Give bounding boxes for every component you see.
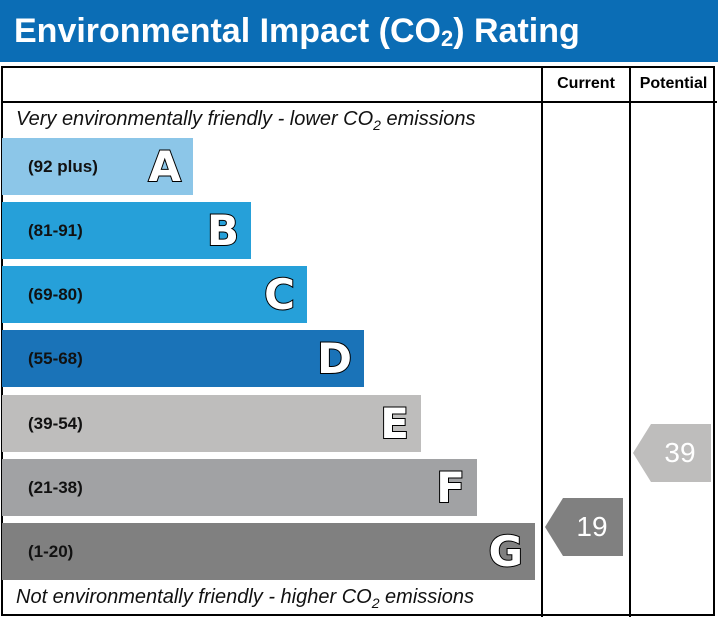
- band-range: (69-80): [28, 285, 83, 304]
- potential-rating-arrow: 39: [633, 424, 711, 482]
- top-note-text: Very environmentally friendly - lower CO: [16, 108, 374, 130]
- band-letter: E: [379, 398, 410, 449]
- title-text: Environmental Impact (CO: [14, 12, 441, 50]
- header-divider: [1, 101, 717, 103]
- band-d: (55-68) D: [2, 330, 364, 387]
- band-e: (39-54) E: [2, 395, 421, 452]
- band-f: (21-38) F: [2, 459, 477, 516]
- band-letter: G: [488, 526, 525, 577]
- band-letter: A: [147, 141, 181, 192]
- band-b: (81-91) B: [2, 202, 251, 259]
- band-letter: C: [263, 269, 296, 320]
- band-letter: B: [206, 205, 240, 256]
- band-c: (69-80) C: [2, 266, 307, 323]
- top-note-sub: 2: [373, 117, 381, 133]
- top-note-end: emissions: [380, 108, 476, 130]
- band-g: (1-20) G: [2, 523, 535, 580]
- bottom-note-sub: 2: [371, 595, 380, 611]
- top-note: Very environmentally friendly - lower CO…: [16, 108, 475, 133]
- band-range: (55-68): [28, 349, 83, 368]
- bottom-note-text: Not environmentally friendly - higher CO: [16, 586, 372, 608]
- column-divider-potential: [629, 66, 631, 617]
- potential-column-header: Potential: [639, 75, 708, 92]
- column-divider-current: [541, 66, 543, 617]
- current-column-header: Current: [557, 75, 615, 92]
- band-letter: F: [435, 462, 466, 513]
- band-range: (21-38): [28, 478, 83, 497]
- potential-rating-value: 39: [664, 437, 696, 468]
- bottom-note: Not environmentally friendly - higher CO…: [16, 586, 474, 611]
- chart-title: Environmental Impact (CO2) Rating: [0, 0, 718, 62]
- current-rating-value: 19: [576, 511, 608, 542]
- title-text-end: ) Rating: [453, 12, 580, 50]
- current-rating-arrow: 19: [545, 498, 623, 556]
- band-range: (92 plus): [28, 157, 98, 176]
- band-range: (39-54): [28, 414, 83, 433]
- band-a: (92 plus) A: [2, 138, 193, 195]
- band-letter: D: [316, 333, 353, 384]
- bottom-note-end: emissions: [379, 586, 474, 608]
- band-range: (1-20): [28, 542, 74, 561]
- title-subscript: 2: [440, 26, 454, 51]
- band-range: (81-91): [28, 221, 83, 240]
